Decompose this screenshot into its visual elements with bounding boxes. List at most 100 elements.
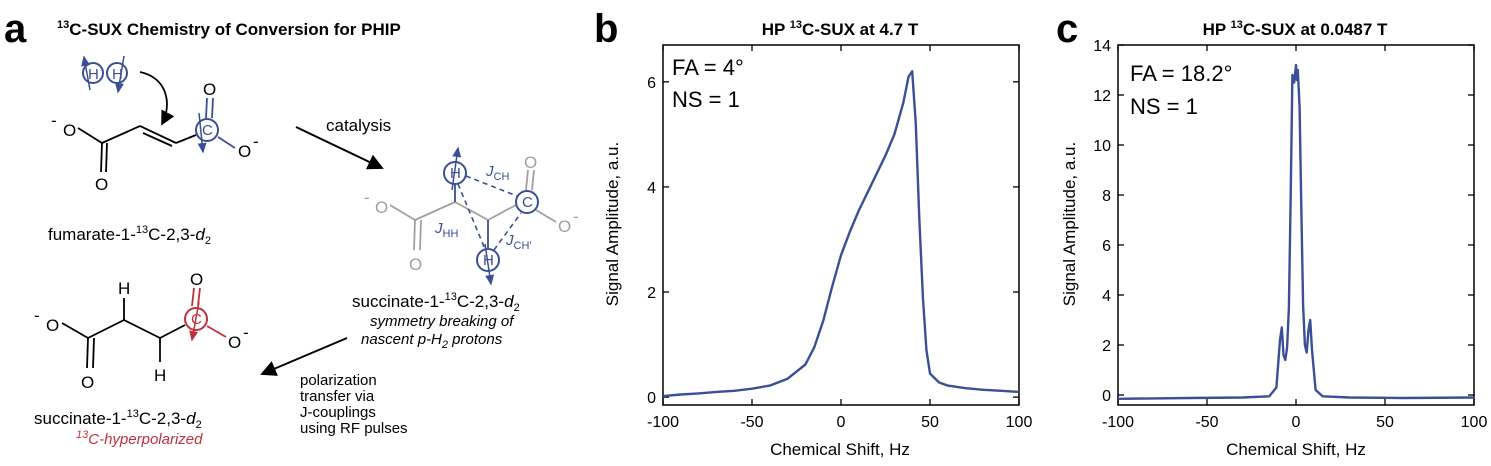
fumarate-c13-spin-arrow bbox=[197, 112, 207, 154]
panel-c: c HP 13C-SUX at 0.0487 T -100 -50 0 50 100 0 2… bbox=[1056, 7, 1487, 459]
chart-c-ytick-label-5: 10 bbox=[1093, 138, 1111, 155]
succinate-intermediate bbox=[389, 169, 557, 251]
hydrogenation-arrow bbox=[139, 71, 175, 126]
succ-int-charge-right: - bbox=[573, 207, 579, 226]
fumarate-o-top: O bbox=[203, 80, 216, 99]
succ-int-o-bottom: O bbox=[409, 255, 422, 274]
j-coupling-lines bbox=[457, 175, 522, 251]
fumarate-label: fumarate-1-13C-2,3-d2 bbox=[48, 224, 211, 247]
succ-int-h-top-label: H bbox=[450, 165, 461, 182]
symmetry-note-line2: nascent p-H2 protons bbox=[361, 331, 503, 351]
panel-b-xlabel: Chemical Shift, Hz bbox=[770, 440, 910, 459]
h2-atom-left-label: H bbox=[88, 66, 99, 83]
chart-c-ytick-label-7: 14 bbox=[1093, 38, 1111, 55]
polarization-text: polarization transfer via J-couplings us… bbox=[300, 372, 408, 437]
succ-prod-c13-atom bbox=[184, 307, 208, 331]
panel-c-annotation-ns: NS = 1 bbox=[1130, 94, 1198, 119]
succ-int-o-right: O bbox=[558, 217, 571, 236]
succinate-product-label: succinate-1-13C-2,3-d2 bbox=[34, 408, 202, 431]
h2-molecule: H H bbox=[81, 55, 175, 126]
succ-prod-charge-left: - bbox=[34, 306, 40, 325]
fumarate-o-left: O bbox=[63, 121, 76, 140]
hyperpolarized-label: 13C-hyperpolarized bbox=[76, 429, 203, 448]
panel-a-title: 13C-SUX Chemistry of Conversion for PHIP bbox=[57, 19, 401, 39]
panel-c-xlabel: Chemical Shift, Hz bbox=[1226, 440, 1366, 459]
h2-atom-right-label: H bbox=[112, 66, 123, 83]
chart-c-xtick-label-0: -100 bbox=[1102, 414, 1134, 431]
fumarate-charge-left: - bbox=[51, 111, 57, 130]
succ-prod-o-right: O bbox=[228, 333, 241, 352]
panel-a-letter: a bbox=[4, 7, 27, 51]
succ-int-h-top-spin bbox=[451, 146, 462, 191]
fumarate-o-right: O bbox=[238, 142, 251, 161]
j-chp-label: JCH' bbox=[505, 232, 532, 252]
succ-int-h-bottom-label: H bbox=[483, 252, 494, 269]
chart-c-ytick-label-0: 0 bbox=[1102, 388, 1111, 405]
catalysis-arrow bbox=[295, 126, 384, 170]
svg-text:using RF pulses: using RF pulses bbox=[300, 420, 408, 437]
plot-c: -100 -50 0 50 100 0 2 4 6 8 10 12 14 bbox=[1093, 38, 1487, 431]
succ-prod-c13-spin bbox=[189, 301, 200, 342]
succ-prod-o-bottom: O bbox=[81, 373, 94, 392]
panel-c-title: HP 13C-SUX at 0.0487 T bbox=[1203, 19, 1388, 39]
chart-c-xtick-label-1: -50 bbox=[1195, 414, 1218, 431]
chart-b-ytick-label-2: 4 bbox=[647, 180, 656, 197]
fumarate-charge-right: - bbox=[253, 132, 259, 151]
svg-text:transfer via: transfer via bbox=[300, 388, 375, 405]
succinate-intermediate-label: succinate-1-13C-2,3-d2 bbox=[352, 291, 520, 314]
panel-b-title: HP 13C-SUX at 4.7 T bbox=[762, 19, 919, 39]
fumarate-o-bottom: O bbox=[95, 175, 108, 194]
succ-int-h-bottom-atom bbox=[476, 248, 500, 272]
succ-prod-charge-right: - bbox=[243, 323, 249, 342]
chart-b-xtick-label-2: 0 bbox=[837, 414, 846, 431]
succ-prod-h-top: H bbox=[118, 279, 130, 298]
chart-c-xtick-label-4: 100 bbox=[1461, 414, 1488, 431]
succ-int-c13-label: C bbox=[522, 194, 533, 211]
chart-c-xtick-label-3: 50 bbox=[1376, 414, 1394, 431]
succ-int-c13-atom bbox=[515, 190, 539, 214]
catalysis-label: catalysis bbox=[326, 116, 391, 135]
h2-spin-up-arrow bbox=[81, 55, 91, 91]
chart-c-ytick-label-6: 12 bbox=[1093, 88, 1111, 105]
succ-prod-o-left: O bbox=[46, 316, 59, 335]
symmetry-note-line1: symmetry breaking of bbox=[370, 313, 515, 330]
chart-b-xtick-label-3: 50 bbox=[921, 414, 939, 431]
succ-int-o-left: O bbox=[375, 198, 388, 217]
panel-b-annotation-ns: NS = 1 bbox=[672, 87, 740, 112]
chart-c-ytick-label-3: 6 bbox=[1102, 238, 1111, 255]
panel-b: b HP 13C-SUX at 4.7 T -100 -50 0 50 1000246 … bbox=[594, 7, 1032, 459]
fumarate-c13-label: C bbox=[202, 122, 213, 139]
succ-int-h-bottom-spin bbox=[484, 243, 495, 286]
chart-c-xtick-label-2: 0 bbox=[1292, 414, 1301, 431]
svg-text:polarization: polarization bbox=[300, 372, 377, 389]
succ-prod-h-bottom: H bbox=[154, 366, 166, 385]
chart-b-xtick-label-1: -50 bbox=[740, 414, 763, 431]
chart-c-ytick-label-2: 4 bbox=[1102, 288, 1111, 305]
fumarate-molecule bbox=[77, 97, 236, 173]
panel-c-annotation-fa: FA = 18.2° bbox=[1130, 61, 1232, 86]
fumarate-c13-atom bbox=[195, 118, 219, 142]
chart-b-ytick-label-1: 2 bbox=[647, 285, 656, 302]
h2-spin-down-arrow bbox=[115, 55, 125, 94]
succ-int-h-top-atom bbox=[443, 161, 467, 185]
h2-atom-left bbox=[82, 62, 104, 84]
panel-a: a 13C-SUX Chemistry of Conversion for PH… bbox=[4, 7, 579, 448]
j-ch-label: JCH bbox=[485, 163, 509, 183]
svg-text:J-couplings: J-couplings bbox=[300, 404, 376, 421]
chart-b-xtick-label-4: 100 bbox=[1006, 414, 1033, 431]
chart-b-xtick-label-0: -100 bbox=[647, 414, 679, 431]
chart-c-ytick-label-1: 2 bbox=[1102, 338, 1111, 355]
panel-c-ylabel: Signal Amplitude, a.u. bbox=[1060, 142, 1079, 306]
chart-c-ytick-label-4: 8 bbox=[1102, 188, 1111, 205]
polarization-arrow bbox=[260, 337, 348, 376]
succ-int-charge-left: - bbox=[364, 188, 370, 207]
succ-int-o-top: O bbox=[524, 153, 537, 172]
panel-b-annotation-fa: FA = 4° bbox=[672, 55, 744, 80]
chart-c-series-line-0 bbox=[1117, 63, 1475, 400]
j-hh-label: JHH bbox=[434, 220, 458, 240]
chart-b-ytick-label-3: 6 bbox=[647, 75, 656, 92]
plot-b: -100 -50 0 50 100 0 2 4 6 bbox=[647, 44, 1033, 431]
chart-b-series-line-0 bbox=[662, 70, 1020, 398]
panel-b-ylabel: Signal Amplitude, a.u. bbox=[603, 142, 622, 306]
